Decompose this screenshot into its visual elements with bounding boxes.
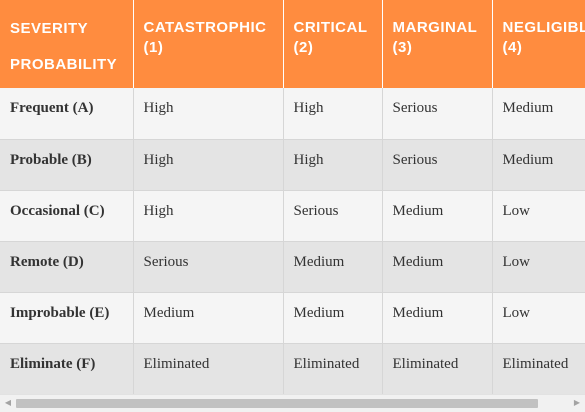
row-label: Improbable (E) [0,292,133,343]
row-label: Occasional (C) [0,190,133,241]
column-header-negligible: NEGLIGIBLE (4) [492,0,585,88]
table-cell: High [133,190,283,241]
column-header-title: CATASTROPHIC [144,18,273,38]
risk-matrix-table: SEVERITY PROBABILITY CATASTROPHIC (1) CR… [0,0,585,394]
table-cell: High [283,88,382,139]
table-cell: Medium [382,292,492,343]
table-row: Remote (D) Serious Medium Medium Low [0,241,585,292]
table-cell: Medium [133,292,283,343]
table-cell: Serious [283,190,382,241]
table-cell: High [133,139,283,190]
table-cell: Eliminated [283,343,382,394]
risk-matrix-table-container: SEVERITY PROBABILITY CATASTROPHIC (1) CR… [0,0,585,394]
table-row: Probable (B) High High Serious Medium [0,139,585,190]
table-cell: Medium [283,292,382,343]
table-cell: Serious [133,241,283,292]
corner-header-severity: SEVERITY [10,11,123,47]
column-header-code: (2) [294,38,372,58]
table-row: Improbable (E) Medium Medium Medium Low [0,292,585,343]
table-cell: Medium [492,139,585,190]
scrollbar-thumb[interactable] [16,399,538,408]
table-row: Frequent (A) High High Serious Medium [0,88,585,139]
row-label: Eliminate (F) [0,343,133,394]
triangle-left-icon[interactable]: ◀ [3,398,13,408]
table-cell: Low [492,241,585,292]
triangle-right-icon[interactable]: ▶ [572,398,582,408]
table-cell: Eliminated [133,343,283,394]
column-header-code: (3) [393,38,482,58]
column-header-code: (1) [144,38,273,58]
table-cell: Medium [492,88,585,139]
column-header-title: MARGINAL [393,18,482,38]
table-cell: Medium [382,241,492,292]
table-cell: Serious [382,88,492,139]
table-row: Occasional (C) High Serious Medium Low [0,190,585,241]
row-label: Frequent (A) [0,88,133,139]
row-label: Probable (B) [0,139,133,190]
column-header-critical: CRITICAL (2) [283,0,382,88]
table-cell: Eliminated [382,343,492,394]
header-row: SEVERITY PROBABILITY CATASTROPHIC (1) CR… [0,0,585,88]
horizontal-scrollbar[interactable]: ◀ ▶ [0,394,585,412]
column-header-title: CRITICAL [294,18,372,38]
table-cell: Serious [382,139,492,190]
table-cell: High [133,88,283,139]
table-cell: Low [492,292,585,343]
table-cell: Low [492,190,585,241]
corner-header: SEVERITY PROBABILITY [0,0,133,88]
table-cell: Eliminated [492,343,585,394]
column-header-catastrophic: CATASTROPHIC (1) [133,0,283,88]
table-row: Eliminate (F) Eliminated Eliminated Elim… [0,343,585,394]
table-cell: High [283,139,382,190]
corner-header-probability: PROBABILITY [10,47,123,83]
row-label: Remote (D) [0,241,133,292]
table-cell: Medium [283,241,382,292]
column-header-marginal: MARGINAL (3) [382,0,492,88]
table-cell: Medium [382,190,492,241]
column-header-code: (4) [503,38,585,58]
column-header-title: NEGLIGIBLE [503,18,585,38]
